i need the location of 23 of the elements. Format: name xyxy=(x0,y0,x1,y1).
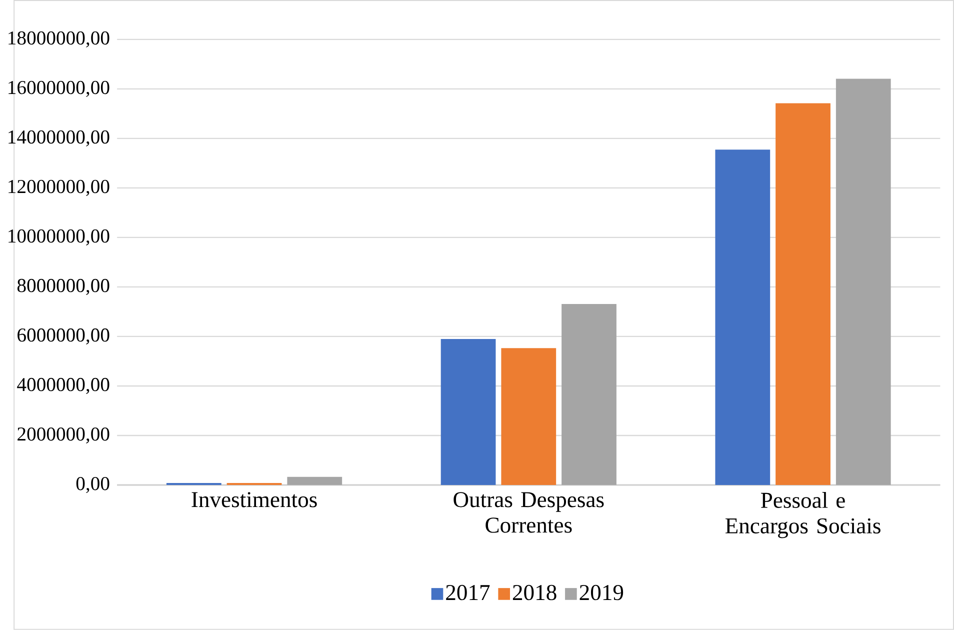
y-tick-label: 0,00 xyxy=(76,477,110,494)
y-tick-label: 12000000,00 xyxy=(8,180,110,196)
legend-label: 2019 xyxy=(580,584,624,600)
legend-label: 2018 xyxy=(512,584,556,600)
y-tick-label: 14000000,00 xyxy=(8,130,110,147)
x-tick-label: Pessoal e Encargos Sociais xyxy=(725,492,880,538)
bar xyxy=(501,348,556,486)
y-tick-label: 6000000,00 xyxy=(18,328,110,345)
bar xyxy=(776,103,830,486)
bar xyxy=(715,150,770,486)
y-tick-label: 18000000,00 xyxy=(8,31,110,48)
bar xyxy=(836,78,891,486)
bar xyxy=(287,476,342,486)
x-tick-label: Outras Despesas Correntes xyxy=(454,492,604,533)
x-tick-label: Investimentos xyxy=(192,492,317,508)
y-tick-label: 8000000,00 xyxy=(17,278,110,296)
y-tick-label: 16000000,00 xyxy=(8,80,110,98)
y-tick-label: 2000000,00 xyxy=(18,427,110,444)
y-tick-label: 10000000,00 xyxy=(8,229,110,246)
y-tick-label: 4000000,00 xyxy=(17,378,110,394)
bar xyxy=(562,304,616,486)
legend-label: 2017 xyxy=(446,584,490,600)
bar xyxy=(440,338,496,486)
